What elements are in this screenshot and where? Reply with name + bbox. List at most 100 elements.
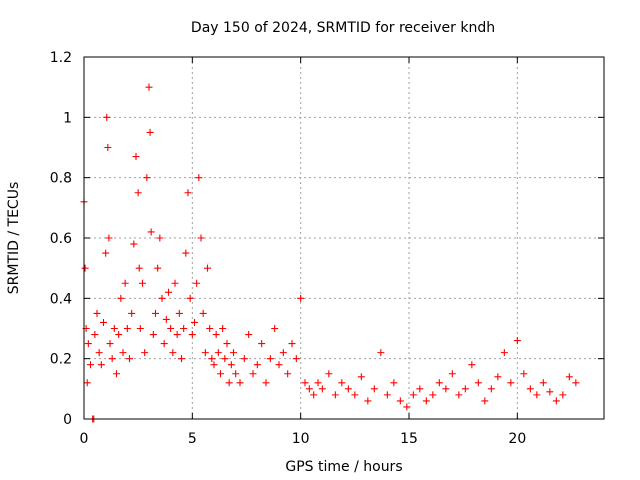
data-point xyxy=(154,264,162,272)
data-point xyxy=(199,309,207,317)
data-point xyxy=(396,397,404,405)
data-point xyxy=(134,189,142,197)
data-point xyxy=(106,340,114,348)
data-point xyxy=(193,279,201,287)
data-point xyxy=(139,279,146,287)
data-point xyxy=(390,379,398,387)
data-point xyxy=(136,325,144,332)
data-point xyxy=(351,391,359,399)
data-point xyxy=(403,403,411,411)
data-point xyxy=(121,279,129,287)
data-point xyxy=(253,361,261,369)
data-point xyxy=(152,309,159,317)
y-tick-label: 0.4 xyxy=(50,291,72,307)
x-tick-label: 10 xyxy=(292,431,310,447)
data-point xyxy=(119,349,127,357)
data-point xyxy=(468,361,476,369)
data-point xyxy=(167,325,175,332)
data-point xyxy=(184,189,192,197)
data-marks xyxy=(80,83,580,423)
data-point xyxy=(104,144,112,151)
data-point xyxy=(236,379,244,387)
data-point xyxy=(429,391,437,399)
data-point xyxy=(188,331,196,339)
data-point xyxy=(409,391,417,399)
data-point xyxy=(201,349,209,357)
data-point xyxy=(266,355,274,363)
data-point xyxy=(288,340,296,348)
data-point xyxy=(217,370,224,378)
data-point xyxy=(474,379,482,387)
data-point xyxy=(442,385,450,393)
data-point xyxy=(100,318,107,326)
data-point xyxy=(331,391,339,399)
data-point xyxy=(245,331,253,339)
data-point xyxy=(221,355,229,363)
data-point xyxy=(108,355,116,363)
data-point xyxy=(169,349,177,357)
data-point xyxy=(197,234,205,242)
data-point xyxy=(357,373,365,381)
data-point xyxy=(539,379,547,387)
data-point xyxy=(165,288,172,296)
data-point xyxy=(105,234,113,242)
data-point xyxy=(146,128,154,136)
data-point xyxy=(275,361,283,369)
data-point xyxy=(546,388,554,396)
x-tick-label: 20 xyxy=(508,431,526,447)
data-point xyxy=(325,370,333,378)
data-point xyxy=(171,279,179,287)
data-point xyxy=(182,249,190,257)
data-point xyxy=(344,385,352,393)
y-tick-label: 0.2 xyxy=(50,352,72,368)
data-point xyxy=(487,385,495,393)
data-point xyxy=(435,379,443,387)
data-point xyxy=(416,385,424,393)
y-tick-label: 0.6 xyxy=(50,231,72,247)
data-point xyxy=(232,370,240,378)
data-point xyxy=(240,355,248,363)
data-point xyxy=(87,361,94,369)
data-point xyxy=(494,373,502,381)
data-point xyxy=(258,340,266,348)
data-point xyxy=(338,379,346,387)
x-axis-title: GPS time / hours xyxy=(285,459,402,475)
y-tick-label: 0.8 xyxy=(50,171,72,187)
data-point xyxy=(81,264,89,272)
data-point xyxy=(208,355,216,363)
data-point xyxy=(97,361,105,369)
data-point xyxy=(364,397,372,405)
data-point xyxy=(132,153,140,161)
data-point xyxy=(284,370,292,378)
data-point xyxy=(128,309,136,317)
data-point xyxy=(141,349,149,357)
data-point xyxy=(513,337,521,345)
data-point xyxy=(225,379,233,387)
data-point xyxy=(175,309,183,317)
data-point xyxy=(500,349,508,357)
data-point xyxy=(110,325,118,332)
data-point xyxy=(422,397,430,405)
data-point xyxy=(526,385,534,393)
data-point xyxy=(461,385,469,393)
data-point xyxy=(135,264,143,272)
data-point xyxy=(212,331,220,339)
x-tick-label: 15 xyxy=(400,431,418,447)
data-point xyxy=(230,349,237,357)
data-point xyxy=(520,370,528,378)
data-point xyxy=(455,391,463,399)
x-tick-label: 0 xyxy=(80,431,89,447)
data-point xyxy=(305,385,313,393)
data-point xyxy=(117,294,125,302)
data-point xyxy=(130,240,138,248)
data-point xyxy=(115,331,123,339)
data-point xyxy=(126,355,133,363)
y-axis-title: SRMTID / TECUs xyxy=(6,182,22,295)
data-point xyxy=(103,113,111,121)
data-point xyxy=(533,391,541,399)
data-point xyxy=(210,361,218,369)
data-point xyxy=(448,370,456,378)
data-point xyxy=(292,355,300,363)
data-point xyxy=(271,325,279,332)
data-point xyxy=(377,349,385,357)
